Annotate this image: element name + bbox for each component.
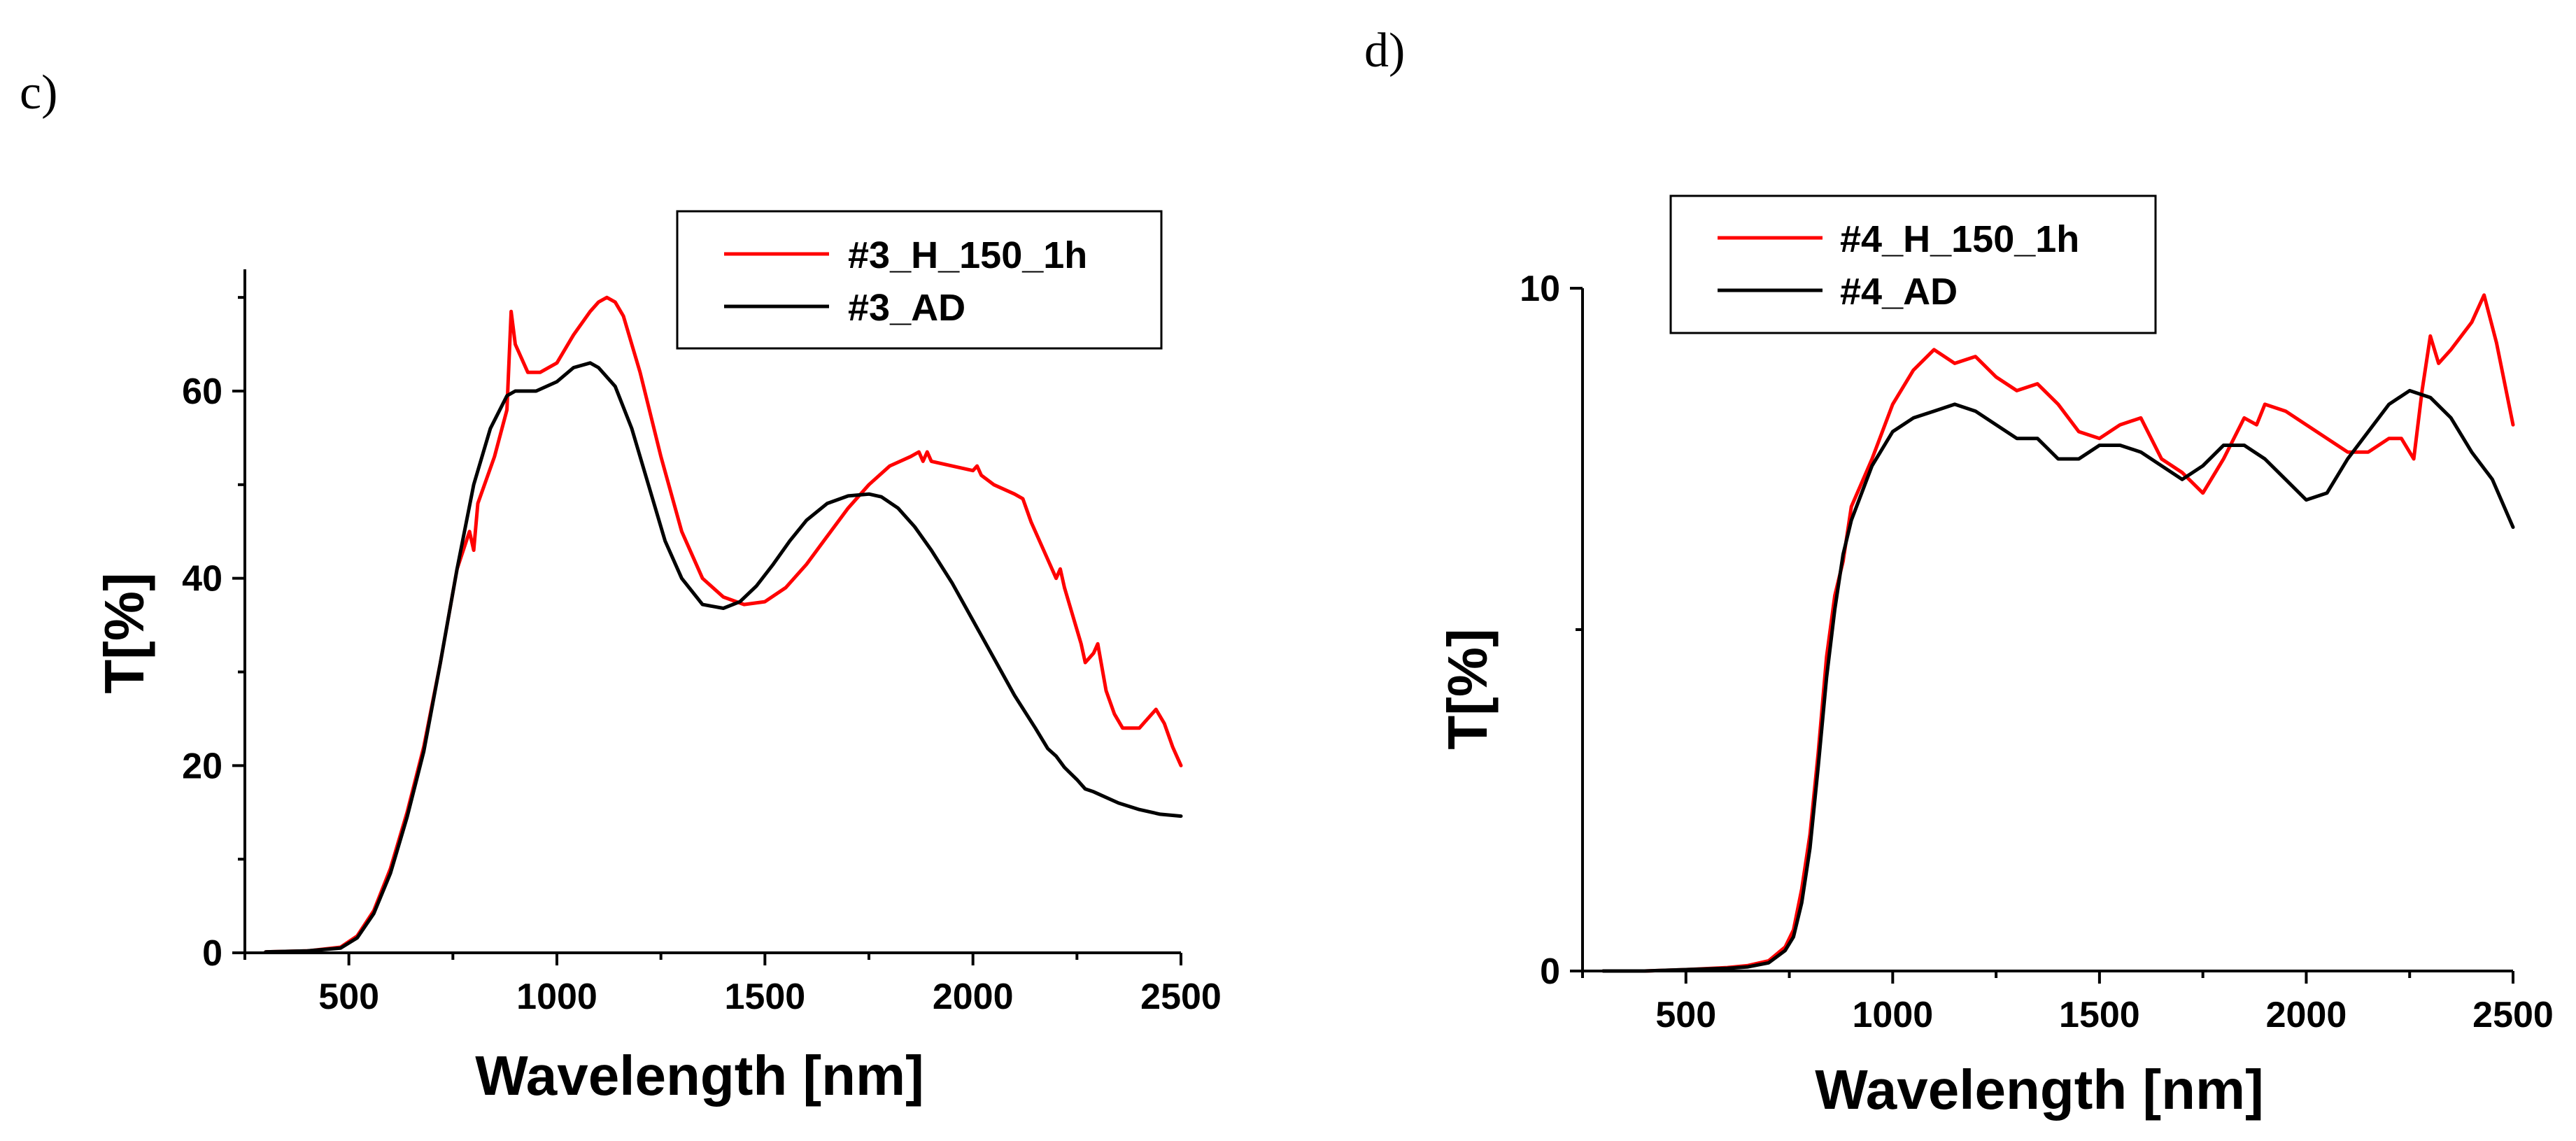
series-layer: [264, 295, 1183, 954]
x-tick-label: 2000: [2266, 995, 2347, 1035]
x-tick-label: 2500: [2472, 995, 2554, 1035]
y-axis-title: T[%]: [93, 572, 155, 693]
x-tick-label: 1000: [516, 977, 597, 1017]
axes: 500 1000 1500 2000 2500 0 10: [1520, 269, 2554, 1035]
x-tick-label: 2500: [1140, 977, 1222, 1017]
chart-panel-c: c) 500 1000 1500 2000 2500 0 20 40 60 Wavelength…: [20, 66, 1222, 1107]
legend-entry-1: #3_AD: [848, 287, 965, 329]
series-layer: [1601, 293, 2515, 973]
x-tick-label: 2000: [933, 977, 1014, 1017]
legend: #3_H_150_1h #3_AD: [676, 210, 1163, 350]
legend-entry-1: #4_AD: [1840, 271, 1958, 313]
series-line-0: [1601, 293, 2515, 973]
legend-box: [676, 210, 1163, 350]
y-tick-label: 10: [1520, 269, 1560, 309]
legend: #4_H_150_1h #4_AD: [1669, 194, 2157, 334]
legend-box: [1669, 194, 2157, 334]
panel-label: d): [1364, 24, 1405, 78]
x-tick-label: 1500: [2059, 995, 2140, 1035]
axes: 500 1000 1500 2000 2500 0 20 40 60: [182, 269, 1222, 1017]
x-tick-label: 500: [1655, 995, 1716, 1035]
y-tick-label: 60: [182, 371, 222, 412]
y-tick-label: 0: [202, 933, 222, 974]
panel-label: c): [20, 66, 57, 120]
x-tick-label: 500: [318, 977, 379, 1017]
series-line-1: [1601, 388, 2515, 973]
y-axis-title: T[%]: [1436, 628, 1499, 749]
series-line-1: [264, 361, 1183, 954]
y-tick-label: 0: [1540, 951, 1560, 992]
legend-entry-0: #4_H_150_1h: [1840, 218, 2079, 260]
chart-panel-d: d) 500 1000 1500 2000 2500 0 10 Wavelength [nm…: [1364, 24, 2554, 1121]
legend-entry-0: #3_H_150_1h: [848, 234, 1087, 276]
x-axis-title: Wavelength [nm]: [475, 1044, 923, 1107]
y-tick-label: 20: [182, 746, 222, 786]
x-tick-label: 1500: [724, 977, 805, 1017]
x-axis-title: Wavelength [nm]: [1815, 1058, 2263, 1121]
series-line-0: [264, 295, 1183, 954]
y-tick-label: 40: [182, 559, 222, 600]
x-tick-label: 1000: [1852, 995, 1933, 1035]
